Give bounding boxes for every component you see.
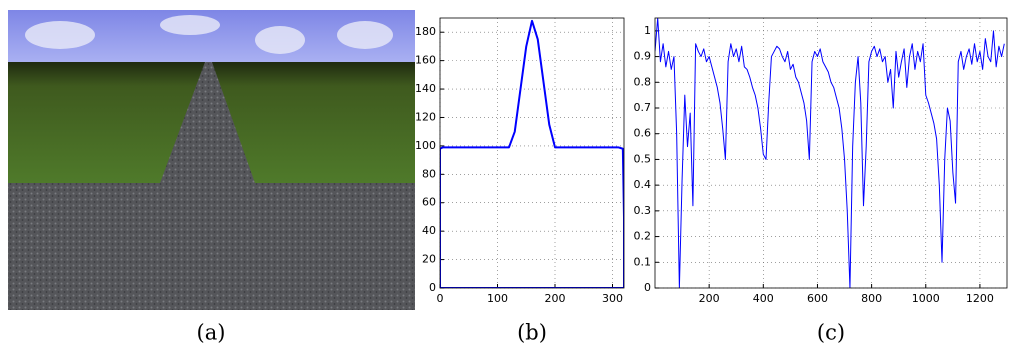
y-tick-label: 100 [415, 139, 436, 152]
data-line [440, 19, 624, 288]
y-tick-label: 0.3 [634, 204, 652, 217]
y-tick-label: 0.6 [634, 127, 652, 140]
y-tick-label: 0 [644, 281, 651, 294]
y-tick-label: 0.8 [634, 75, 652, 88]
y-tick-label: 0.7 [634, 101, 652, 114]
y-tick-label: 0.1 [634, 255, 652, 268]
caption: (b) [517, 321, 547, 345]
scene-image [8, 10, 415, 310]
y-tick-label: 0.9 [634, 50, 652, 63]
x-tick-label: 400 [753, 292, 774, 305]
plot-area [440, 19, 624, 288]
x-tick-label: 300 [602, 292, 623, 305]
y-tick-label: 160 [415, 54, 436, 67]
x-tick-label: 800 [861, 292, 882, 305]
y-tick-label: 180 [415, 25, 436, 38]
caption: (c) [817, 321, 845, 345]
y-tick-label: 120 [415, 110, 436, 123]
x-tick-label: 100 [487, 292, 508, 305]
y-tick-label: 60 [422, 196, 436, 209]
plot-area [655, 18, 1005, 288]
y-tick-label: 0 [429, 281, 436, 294]
x-tick-label: 200 [545, 292, 566, 305]
y-tick-label: 0.2 [634, 230, 652, 243]
x-tick-label: 600 [807, 292, 828, 305]
y-tick-label: 80 [422, 167, 436, 180]
y-tick-label: 0.4 [634, 178, 652, 191]
y-tick-label: 20 [422, 253, 436, 266]
x-tick-label: 200 [699, 292, 720, 305]
caption: (a) [197, 321, 226, 345]
y-tick-label: 0.5 [634, 152, 652, 165]
x-tick-label: 0 [437, 292, 444, 305]
y-tick-label: 140 [415, 82, 436, 95]
x-tick-label: 1200 [966, 292, 994, 305]
axes-box [654, 17, 1008, 289]
y-tick-label: 40 [422, 224, 436, 237]
x-tick-label: 1000 [912, 292, 940, 305]
data-line [655, 18, 1005, 288]
y-tick-label: 1 [644, 24, 651, 37]
axes-box [439, 17, 625, 289]
